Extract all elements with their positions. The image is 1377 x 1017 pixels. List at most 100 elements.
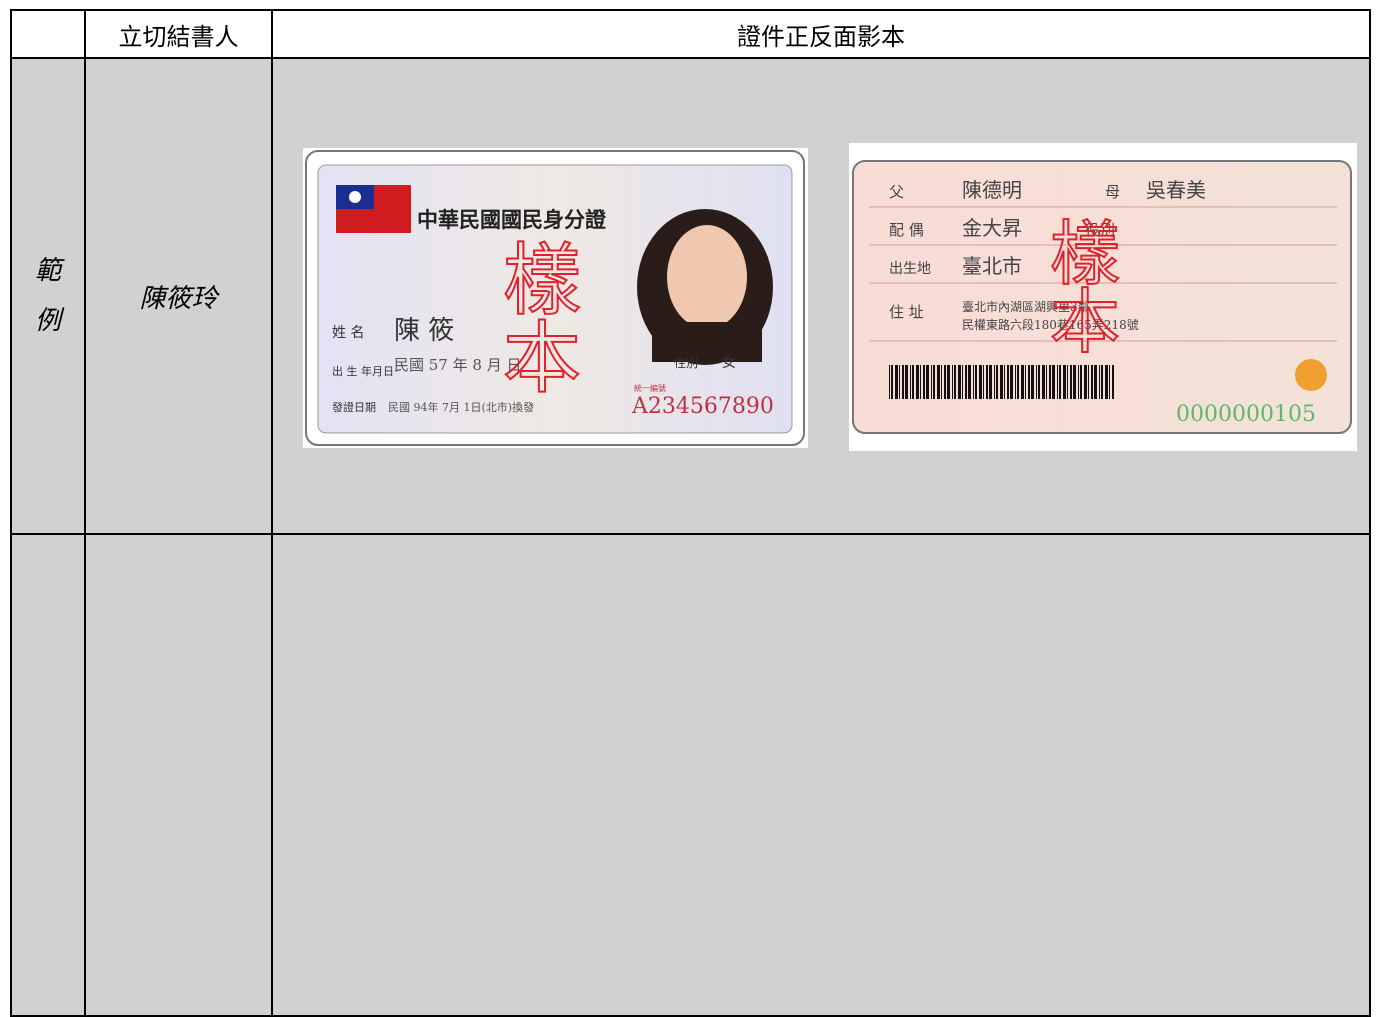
field-label: 父 [889, 183, 904, 201]
field-value: 陳德明 [962, 178, 1022, 202]
barcode-bar [1046, 365, 1047, 399]
barcode-bar [1073, 365, 1076, 399]
emblem [1295, 359, 1327, 391]
barcode [889, 365, 1114, 399]
field-label: 出 生 年月日 [332, 364, 394, 378]
barcode-bar [986, 365, 988, 399]
flag-sun [349, 191, 361, 203]
field-value: 陳 筱 [394, 316, 454, 346]
header-cell: 立切結書人 [84, 9, 273, 59]
barcode-bar [1007, 365, 1009, 399]
barcode-bar [895, 365, 898, 399]
barcode-bar [916, 365, 919, 399]
barcode-bar [941, 365, 942, 399]
barcode-bar [891, 365, 893, 399]
barcode-bar [1025, 365, 1026, 399]
watermark: 本 [503, 314, 581, 404]
barcode-bar [1063, 365, 1066, 399]
field-label: 配 偶 [889, 221, 924, 239]
barcode-bar [902, 365, 904, 399]
watermark: 樣 [503, 236, 581, 326]
barcode-bar [1091, 365, 1093, 399]
barcode-bar [1000, 365, 1003, 399]
header-cell: 證件正反面影本 [271, 9, 1371, 59]
field-label: 發證日期 [332, 400, 376, 414]
barcode-bar [1057, 365, 1058, 399]
field-value: 臺北市內湖區湖興里3鄰 [962, 299, 1090, 314]
blank-cell [84, 533, 273, 1017]
field-label: 母 [1105, 183, 1120, 201]
watermark: 本 [1050, 281, 1120, 363]
header-cell [10, 9, 86, 59]
rule-lines [869, 206, 1337, 342]
barcode-bar [1049, 365, 1051, 399]
field-value: 金大昇 [962, 216, 1022, 240]
barcode-bar [923, 365, 925, 399]
field-value: 民國 57 年 8 月 日 [394, 356, 521, 374]
barcode-bar [983, 365, 984, 399]
signer-name: 陳筱玲 [139, 283, 218, 314]
field-value: 吳春美 [1146, 178, 1206, 202]
barcode-bar [899, 365, 900, 399]
barcode-bar [1112, 365, 1114, 399]
barcode-bar [973, 365, 974, 399]
field-value: 臺北市 [962, 254, 1022, 278]
barcode-bar [1084, 365, 1087, 399]
barcode-bar [1094, 365, 1097, 399]
header-row: 立切結書人 證件正反面影本 [10, 9, 1371, 59]
barcode-bar [933, 365, 935, 399]
blank-row [10, 533, 1371, 1017]
barcode-bar [937, 365, 940, 399]
barcode-bar [979, 365, 982, 399]
barcode-bar [1105, 365, 1108, 399]
label-cell: 範例 [10, 57, 86, 535]
blank-cell [271, 533, 1371, 1017]
barcode-bar [1101, 365, 1103, 399]
field-value: 女 [722, 354, 736, 371]
id-card-front: 中華民國國民身分證 姓 名 陳 筱 出 生 年月日 民國 57 年 8 月 日 … [303, 148, 808, 448]
field-value: 民國 94年 7月 1日(北市)換發 [388, 400, 534, 414]
row-label: 範例 [35, 256, 62, 336]
barcode-bar [952, 365, 953, 399]
barcode-bar [1080, 365, 1082, 399]
barcode-bar [989, 365, 992, 399]
barcode-bar [1017, 365, 1019, 399]
card-title: 中華民國國民身分證 [417, 207, 607, 232]
barcode-bar [889, 365, 890, 399]
barcode-bar [1099, 365, 1100, 399]
barcode-bar [1015, 365, 1016, 399]
photo-face [667, 225, 747, 329]
field-label: 統一編號 [634, 383, 666, 393]
barcode-bar [1028, 365, 1030, 399]
barcode-bar [968, 365, 971, 399]
barcode-bar [926, 365, 929, 399]
field-label: 住 址 [889, 303, 924, 321]
blank-cell [10, 533, 86, 1017]
barcode-bar [931, 365, 932, 399]
field-label: 性別 [674, 356, 698, 370]
barcode-bar [1031, 365, 1034, 399]
barcode-bar [1004, 365, 1005, 399]
id-number: A234567890 [631, 394, 774, 419]
field-label: 役別 [1085, 221, 1115, 239]
field-label: 姓 名 [332, 325, 364, 341]
barcode-bar [975, 365, 977, 399]
barcode-bar [1070, 365, 1072, 399]
barcode-bar [905, 365, 908, 399]
barcode-bar [947, 365, 950, 399]
barcode-bar [1052, 365, 1055, 399]
barcode-bar [1021, 365, 1024, 399]
barcode-bar [1088, 365, 1089, 399]
barcode-bar [996, 365, 998, 399]
field-value: 民權東路六段180巷165弄218號 [962, 317, 1139, 332]
serial-number: 0000000105 [1176, 402, 1316, 427]
name-cell: 陳筱玲 [84, 57, 273, 535]
card-face [852, 160, 1352, 434]
id-card-back: 父 陳德明 母 吳春美 配 偶 金大昇 役別 出生地 臺北市 住 址 臺北市內湖… [849, 143, 1357, 451]
barcode-bar [1010, 365, 1013, 399]
card-border [305, 150, 805, 446]
barcode-bar [1036, 365, 1037, 399]
barcode-bar [994, 365, 995, 399]
barcode-bar [910, 365, 911, 399]
